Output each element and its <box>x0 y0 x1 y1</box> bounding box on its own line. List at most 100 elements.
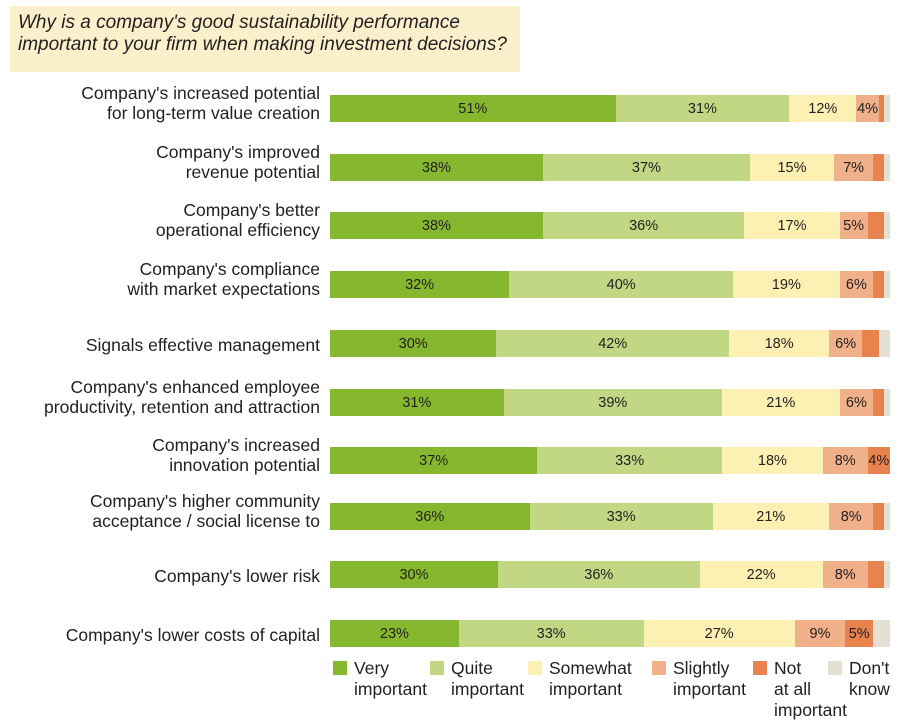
bar-row: 38% 37% 15% 7% <box>330 154 890 181</box>
bar-row: 30% 36% 22% 8% <box>330 561 890 588</box>
bar-segment-dont_know <box>884 271 890 298</box>
legend-label-line: Quite <box>451 658 493 678</box>
category-label-line: with market expectations <box>127 279 320 299</box>
legend-swatch-very <box>333 661 347 675</box>
legend-swatch-slightly <box>652 661 666 675</box>
category-label-line: acceptance / social license to <box>92 511 320 531</box>
bar-segment-quite: 36% <box>498 561 700 588</box>
bar-segment-very: 30% <box>330 561 498 588</box>
category-label-line: Company's enhanced employee <box>70 377 320 397</box>
bar-row: 23% 33% 27% 9% 5% <box>330 620 890 647</box>
category-label-line: Company's increased potential <box>81 83 320 103</box>
category-label: Company's higher community acceptance / s… <box>0 491 320 531</box>
legend-label-line: Very <box>354 658 390 678</box>
legend-label-line: Don't <box>849 658 890 678</box>
category-label-line: revenue potential <box>185 162 320 182</box>
data-label: 4% <box>868 452 890 469</box>
data-label: 5% <box>843 217 865 234</box>
bar-segment-quite: 37% <box>542 154 750 181</box>
data-label: 36% <box>415 508 445 525</box>
legend-label-line: important <box>774 700 847 720</box>
legend-swatch-not_at_all <box>753 661 767 675</box>
category-label: Company's compliance with market expectat… <box>0 259 320 299</box>
legend-label-not_at_all: Not at all important <box>774 658 847 721</box>
bar-segment-quite: 33% <box>537 447 722 474</box>
legend-label-slightly: Slightly important <box>673 658 746 700</box>
category-label: Company's lower risk <box>0 566 320 586</box>
bar-segment-not_at_all <box>867 561 885 588</box>
bar-segment-quite: 36% <box>542 212 745 239</box>
data-label: 27% <box>704 625 734 642</box>
question-box <box>10 6 520 72</box>
bar-segment-not_at_all <box>873 503 885 530</box>
bar-segment-dont_know <box>884 95 890 122</box>
category-label-line: for long-term value creation <box>106 103 320 123</box>
legend-swatch-quite <box>430 661 444 675</box>
legend-label-quite: Quite important <box>451 658 524 700</box>
category-label-line: Company's lower risk <box>154 566 320 586</box>
bar-segment-very: 32% <box>330 271 510 298</box>
bar-segment-quite: 39% <box>503 389 722 416</box>
bar-segment-dont_know <box>884 212 890 239</box>
bar-segment-quite: 33% <box>529 503 713 530</box>
data-label: 33% <box>536 625 566 642</box>
bar-segment-somewhat: 27% <box>643 620 795 647</box>
category-label-line: Company's improved <box>156 142 320 162</box>
bar-segment-very: 30% <box>330 330 497 357</box>
category-label: Company's increased innovation potential <box>0 435 320 475</box>
data-label: 8% <box>834 566 856 583</box>
bar-segment-very: 38% <box>330 212 543 239</box>
data-label: 8% <box>840 508 862 525</box>
category-label: Company's better operational efficiency <box>0 200 320 240</box>
data-label: 21% <box>766 394 796 411</box>
bar-segment-slightly: 4% <box>856 95 879 122</box>
legend-label-line: Not <box>774 658 802 678</box>
bar-segment-dont_know <box>878 330 890 357</box>
data-label: 42% <box>598 335 628 352</box>
bar-segment-somewhat: 22% <box>699 561 823 588</box>
bar-segment-very: 38% <box>330 154 543 181</box>
data-label: 21% <box>756 508 786 525</box>
bar-segment-slightly: 6% <box>839 271 874 298</box>
bar-segment-very: 37% <box>330 447 538 474</box>
bar-segment-not_at_all <box>873 271 885 298</box>
chart-question: Why is a company's good sustainability p… <box>18 12 518 56</box>
bar-segment-somewhat: 15% <box>750 154 834 181</box>
bar-segment-slightly: 8% <box>822 447 868 474</box>
category-label: Company's improved revenue potential <box>0 142 320 182</box>
bar-segment-quite: 31% <box>615 95 790 122</box>
legend-label-line: important <box>549 679 622 699</box>
category-label: Company's lower costs of capital <box>0 625 320 645</box>
bar-segment-slightly: 7% <box>834 154 874 181</box>
data-label: 12% <box>808 100 838 117</box>
data-label: 33% <box>606 508 636 525</box>
data-label: 30% <box>399 566 429 583</box>
data-label: 18% <box>764 335 794 352</box>
bar-segment-somewhat: 18% <box>729 330 829 357</box>
bar-segment-not_at_all: 5% <box>845 620 874 647</box>
data-label: 40% <box>606 276 636 293</box>
bar-segment-slightly: 6% <box>829 330 863 357</box>
data-label: 33% <box>615 452 645 469</box>
bar-segment-very: 23% <box>330 620 459 647</box>
bar-row: 36% 33% 21% 8% <box>330 503 890 530</box>
data-label: 38% <box>421 159 451 176</box>
legend-label-line: important <box>354 679 427 699</box>
data-label: 32% <box>405 276 435 293</box>
bar-segment-not_at_all <box>867 212 885 239</box>
data-label: 36% <box>584 566 614 583</box>
bar-segment-dont_know <box>884 561 890 588</box>
legend-swatch-somewhat <box>528 661 542 675</box>
bar-segment-dont_know <box>884 154 890 181</box>
category-label-line: innovation potential <box>169 455 320 475</box>
legend-swatch-dont_know <box>828 661 842 675</box>
bar-segment-somewhat: 19% <box>733 271 840 298</box>
bar-segment-somewhat: 12% <box>789 95 857 122</box>
legend-label-dont_know: Don't know <box>849 658 890 700</box>
legend-label-line: know <box>849 679 890 699</box>
data-label: 4% <box>857 100 879 117</box>
bar-segment-very: 51% <box>330 95 616 122</box>
bar-row: 51% 31% 12% 4% <box>330 95 890 122</box>
legend-label-line: important <box>451 679 524 699</box>
category-label-line: Company's better <box>183 200 320 220</box>
